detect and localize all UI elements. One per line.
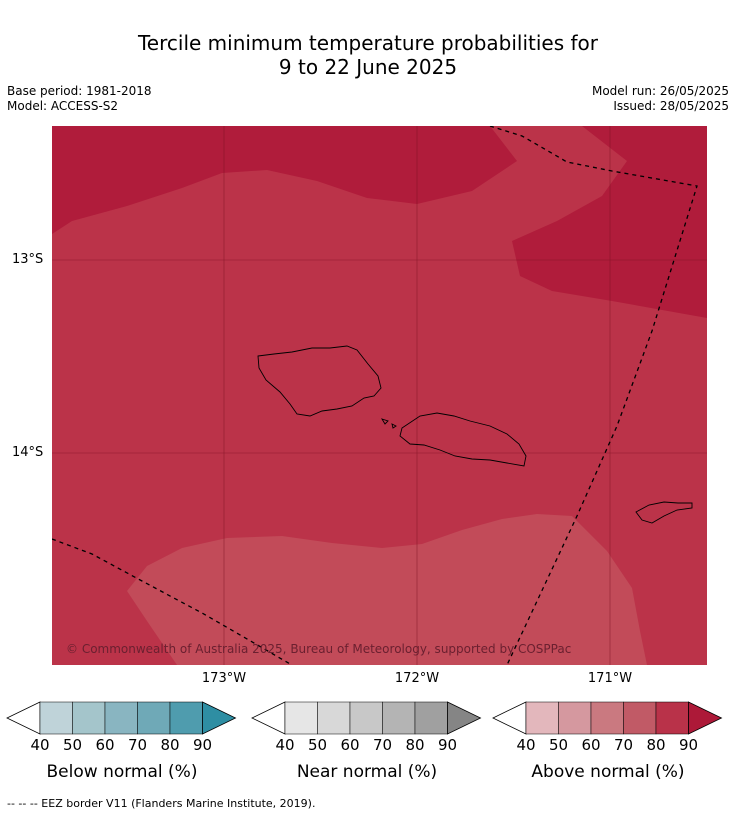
tick: 70	[372, 736, 393, 754]
colorbar-min-extension	[492, 701, 527, 735]
colorbar-segment	[137, 701, 171, 735]
colorbar-segment	[284, 701, 318, 735]
colorbar-segment	[655, 701, 689, 735]
probability-map: © Commonwealth of Australia 2025, Bureau…	[52, 126, 707, 665]
issued-date: Issued: 28/05/2025	[613, 99, 729, 113]
title-line-2: 9 to 22 June 2025	[278, 55, 458, 79]
map-title: Tercile minimum temperature probabilitie…	[0, 31, 736, 79]
colorbar-segment	[169, 701, 203, 735]
tick: 80	[646, 736, 666, 754]
tick: 50	[548, 736, 569, 754]
region-90-top	[52, 126, 707, 318]
colorbar-segment	[317, 701, 351, 735]
lon-label-171w: 171°W	[587, 671, 633, 686]
tick: 40	[516, 736, 536, 754]
tick: 60	[581, 736, 601, 754]
colorbar-segment	[349, 701, 383, 735]
eez-border	[52, 126, 698, 665]
tick: 80	[405, 736, 425, 754]
colorbar-below-label: Below normal (%)	[46, 762, 198, 782]
lat-label-13s: 13°S	[12, 252, 44, 267]
tick: 40	[275, 736, 295, 754]
colorbar-min-extension	[6, 701, 41, 735]
colorbar-max-extension	[447, 701, 482, 735]
copyright-notice: © Commonwealth of Australia 2025, Bureau…	[66, 642, 571, 656]
meta-right: Model run: 26/05/2025 Issued: 28/05/2025	[592, 84, 729, 114]
savaii-island	[257, 345, 382, 417]
lat-label-14s: 14°S	[12, 445, 44, 460]
region-70-bottom	[127, 514, 647, 665]
tick: 40	[30, 736, 50, 754]
tick: 60	[95, 736, 115, 754]
colorbar-below-normal	[6, 701, 237, 735]
colorbar-segment	[525, 701, 559, 735]
colorbar-max-extension	[202, 701, 237, 735]
upolu-island	[399, 412, 527, 467]
manono-islet	[380, 418, 389, 425]
colorbar-max-extension	[688, 701, 723, 735]
colorbar-segment	[104, 701, 138, 735]
colorbar-near-normal	[251, 701, 482, 735]
colorbar-segment	[39, 701, 73, 735]
lon-label-172w: 172°W	[394, 671, 440, 686]
tick: 90	[678, 736, 699, 754]
colorbar-segment	[382, 701, 416, 735]
islands	[257, 345, 693, 524]
colorbar-segment	[72, 701, 106, 735]
apolima-islet	[391, 423, 397, 429]
colorbar-segment	[414, 701, 448, 735]
tutuila-island	[635, 501, 693, 524]
model-run: Model run: 26/05/2025	[591, 84, 729, 98]
title-line-1: Tercile minimum temperature probabilitie…	[137, 31, 599, 55]
tick: 50	[62, 736, 83, 754]
colorbar-min-extension	[251, 701, 286, 735]
colorbar-near-label: Near normal (%)	[296, 762, 438, 782]
footer-note: -- -- -- EEZ border V11 (Flanders Marine…	[7, 797, 316, 810]
colorbar-above-normal	[492, 701, 723, 735]
base-period: Base period: 1981-2018	[7, 84, 152, 98]
model-name: Model: ACCESS-S2	[7, 99, 119, 113]
tick: 70	[127, 736, 148, 754]
lon-label-173w: 173°W	[201, 671, 247, 686]
tick: 70	[613, 736, 634, 754]
colorbar-segment	[590, 701, 624, 735]
meta-left: Base period: 1981-2018 Model: ACCESS-S2	[7, 84, 152, 114]
gridlines	[52, 126, 707, 665]
colorbar-segment	[558, 701, 592, 735]
tick: 50	[307, 736, 328, 754]
colorbar-above-label: Above normal (%)	[531, 762, 685, 782]
tick: 80	[160, 736, 180, 754]
tick: 90	[437, 736, 458, 754]
tick: 60	[340, 736, 360, 754]
tick: 90	[192, 736, 213, 754]
colorbar-segment	[623, 701, 657, 735]
